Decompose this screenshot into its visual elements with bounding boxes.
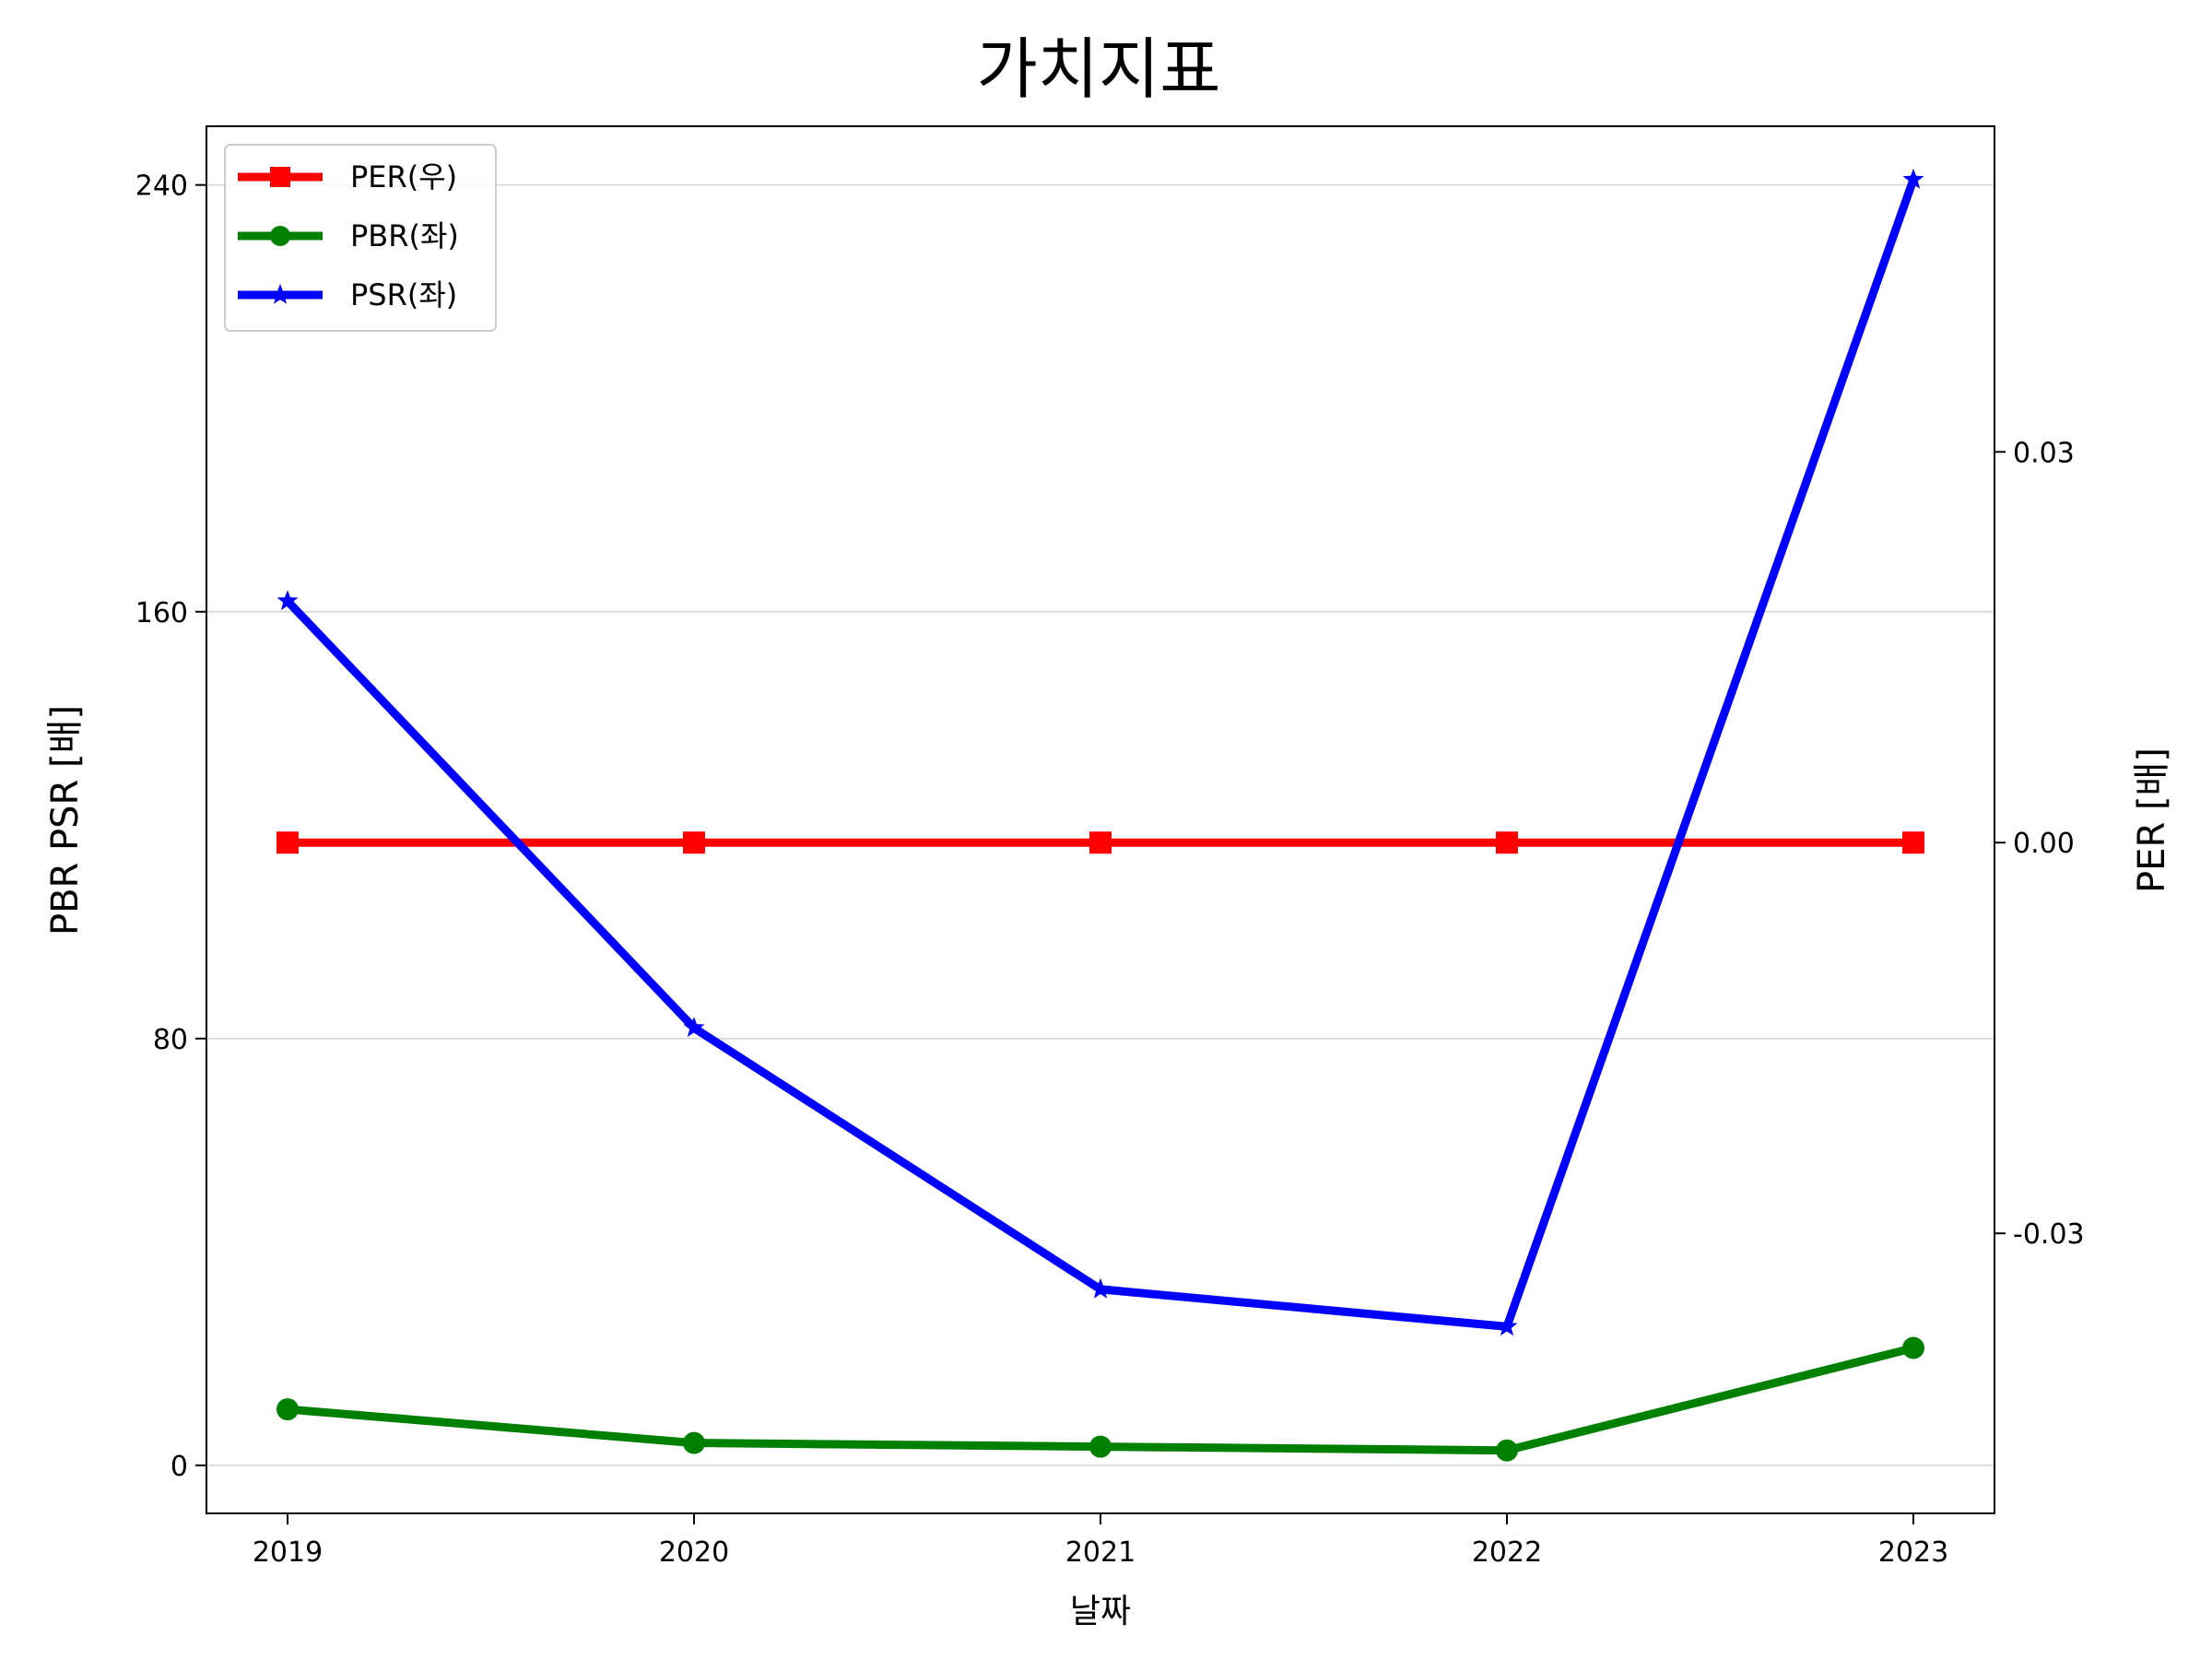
legend-label: PER(우): [350, 159, 457, 194]
data-point-circle: [270, 226, 290, 246]
x-tick-label: 2019: [253, 1536, 323, 1569]
y-left-tick-label: 0: [171, 1451, 188, 1483]
data-point-star: [683, 1017, 705, 1037]
y-axis-left: 0 80 160 240: [135, 171, 206, 1483]
series-PSR(좌): [276, 168, 1924, 1336]
x-axis: 2019 2020 2021 2022 2023: [253, 1513, 1948, 1569]
grid-lines: [206, 183, 1994, 1466]
y-left-tick-label: 240: [135, 171, 188, 203]
series-layer: [276, 168, 1924, 1462]
y-left-tick-label: 80: [153, 1024, 188, 1056]
y-left-tick-label: 160: [135, 597, 188, 629]
y-right-tick-label: 0.00: [2013, 828, 2075, 860]
data-point-square: [270, 167, 290, 187]
legend: PER(우) PBR(좌) PSR(좌): [224, 144, 497, 332]
data-point-star: [269, 283, 291, 304]
data-point-circle: [276, 1398, 299, 1421]
y-axis-label-right: PER [배]: [2131, 747, 2173, 893]
data-point-circle: [683, 1431, 705, 1454]
x-axis-label: 날짜: [1070, 1593, 1131, 1630]
data-point-star: [276, 590, 299, 610]
y-right-tick-label: -0.03: [2013, 1218, 2085, 1251]
data-point-star: [1496, 1315, 1518, 1336]
legend-box: [224, 144, 497, 332]
legend-label: PBR(좌): [350, 218, 459, 253]
data-point-square: [683, 831, 705, 854]
x-tick-label: 2022: [1472, 1536, 1542, 1569]
data-point-square: [1496, 831, 1518, 854]
data-point-circle: [1496, 1439, 1518, 1462]
series-PBR(좌): [276, 1336, 1924, 1462]
y-right-tick-label: 0.03: [2013, 437, 2075, 469]
series-PER(우): [276, 831, 1924, 854]
data-point-square: [1089, 831, 1112, 854]
data-point-square: [1902, 831, 1924, 854]
x-tick-label: 2023: [1878, 1536, 1948, 1569]
x-tick-label: 2021: [1065, 1536, 1135, 1569]
data-point-square: [276, 831, 299, 854]
x-tick-label: 2020: [659, 1536, 729, 1569]
y-axis-label-left: PBR PSR [배]: [44, 705, 87, 935]
legend-label: PSR(좌): [350, 277, 457, 312]
y-axis-right: -0.03 0.00 0.03: [1994, 437, 2085, 1251]
data-point-star: [1902, 168, 1924, 189]
chart-title: 가치지표: [977, 30, 1221, 108]
data-point-circle: [1902, 1336, 1924, 1359]
data-point-circle: [1089, 1435, 1112, 1458]
data-point-star: [1089, 1277, 1112, 1299]
